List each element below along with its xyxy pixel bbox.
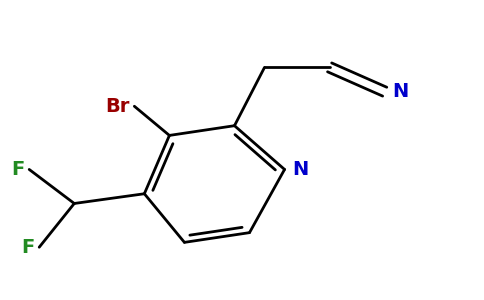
- Text: F: F: [21, 238, 34, 257]
- Text: F: F: [11, 160, 24, 179]
- Text: Br: Br: [105, 97, 129, 116]
- Text: N: N: [292, 160, 308, 179]
- Text: N: N: [392, 82, 408, 101]
